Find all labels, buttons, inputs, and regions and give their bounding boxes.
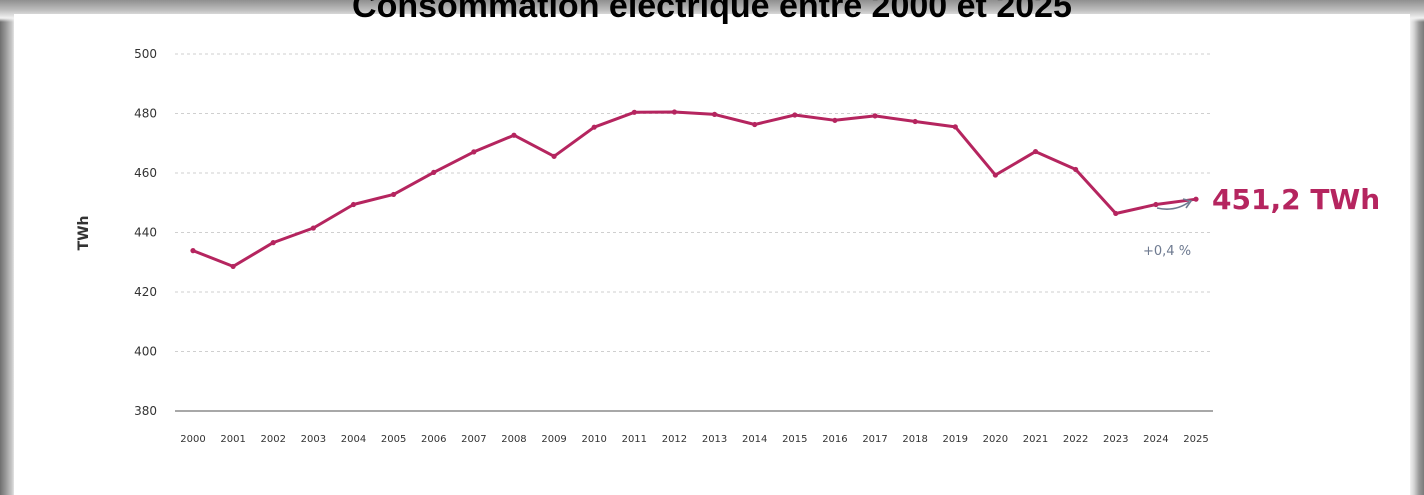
data-point: [511, 132, 517, 138]
x-tick-label: 2025: [1183, 434, 1208, 445]
data-point: [952, 124, 958, 130]
data-point: [792, 112, 798, 118]
x-tick-label: 2002: [261, 434, 286, 445]
x-tick-label: 2005: [381, 434, 406, 445]
series-line-path: [191, 110, 1198, 268]
data-point: [1032, 148, 1039, 155]
x-tick-label: 2001: [220, 434, 245, 445]
x-tick-label: 2016: [822, 434, 847, 445]
data-point: [230, 263, 236, 270]
x-tick-label: 2014: [742, 434, 767, 445]
data-point: [1073, 166, 1079, 173]
x-tick-label: 2017: [862, 434, 887, 445]
grid-lines: [175, 53, 1213, 412]
x-tick-label: 2023: [1103, 434, 1128, 445]
data-point: [912, 118, 918, 125]
data-point: [431, 169, 437, 176]
increase-arrow-icon: [1156, 201, 1190, 210]
x-tick-label: 2010: [581, 434, 606, 445]
x-tick-label: 2015: [782, 434, 807, 445]
data-point: [872, 113, 878, 119]
data-point: [711, 111, 718, 117]
data-point: [832, 117, 838, 123]
data-point: [1113, 210, 1119, 217]
data-point: [270, 240, 276, 246]
y-tick-label: 420: [134, 285, 157, 299]
y-tick-label: 480: [134, 107, 157, 121]
x-tick-label: 2022: [1063, 434, 1088, 445]
final-value-label: 451,2 TWh: [1212, 183, 1380, 216]
x-tick-label: 2004: [341, 434, 366, 445]
data-point: [671, 109, 678, 115]
y-tick-label: 460: [134, 166, 157, 180]
x-tick-label: 2011: [622, 434, 647, 445]
data-point: [1193, 196, 1199, 202]
x-tick-label: 2019: [943, 434, 968, 445]
chart-panel: [14, 14, 1410, 495]
data-point: [752, 121, 758, 128]
series-line: [191, 110, 1198, 268]
y-tick-label: 380: [134, 404, 157, 418]
increase-arrow-head-icon: [1182, 198, 1193, 209]
x-tick-label: 2018: [902, 434, 927, 445]
series-points: [190, 109, 1199, 270]
data-point: [350, 201, 357, 208]
x-tick-label: 2006: [421, 434, 446, 445]
y-tick-label: 400: [134, 345, 157, 359]
data-point: [310, 225, 316, 231]
x-tick-label: 2008: [501, 434, 526, 445]
y-axis-label: TWh: [76, 216, 92, 251]
x-tick-label: 2007: [461, 434, 486, 445]
data-point: [190, 248, 196, 254]
x-tick-label: 2012: [662, 434, 687, 445]
y-tick-label: 500: [134, 47, 157, 61]
x-tick-label: 2020: [983, 434, 1008, 445]
x-axis-ticks: 2000 2001 2002 2003 2004 2005 2006 2007 2008 2009…: [180, 434, 1208, 445]
data-point: [1153, 201, 1159, 208]
data-point: [551, 153, 557, 159]
x-tick-label: 2021: [1023, 434, 1048, 445]
change-label: +0,4 %: [1143, 244, 1191, 259]
x-tick-label: 2013: [702, 434, 727, 445]
data-point: [471, 149, 477, 155]
data-point: [992, 172, 999, 178]
data-point: [631, 109, 637, 115]
x-tick-label: 2000: [180, 434, 205, 445]
chart-title: Consommation électrique entre 2000 et 20…: [352, 0, 1072, 25]
x-tick-label: 2024: [1143, 434, 1168, 445]
y-tick-label: 440: [134, 226, 157, 240]
y-axis-ticks: 380 400 420 440 460 480 500: [134, 47, 157, 418]
data-point: [391, 191, 397, 198]
x-tick-label: 2009: [541, 434, 566, 445]
data-point: [591, 124, 597, 130]
x-tick-label: 2003: [301, 434, 326, 445]
